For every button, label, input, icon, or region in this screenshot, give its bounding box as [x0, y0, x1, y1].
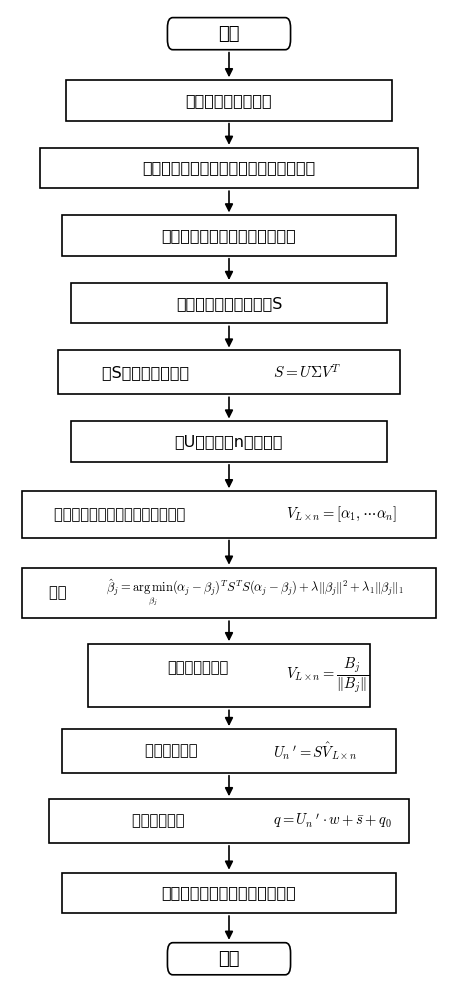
- Bar: [49, 799, 409, 843]
- Text: 获得统计模型: 获得统计模型: [132, 814, 190, 829]
- Text: 对S进行奇异值分解: 对S进行奇异值分解: [102, 365, 194, 380]
- Bar: [62, 215, 396, 256]
- Text: 构造三维历史数据矩阵S: 构造三维历史数据矩阵S: [176, 296, 282, 311]
- Text: $V_{L\times n}=\dfrac{B_j}{\|B_j\|}$: $V_{L\times n}=\dfrac{B_j}{\|B_j\|}$: [286, 656, 370, 695]
- Text: 从U中提取前n个列向量: 从U中提取前n个列向量: [175, 434, 283, 449]
- Text: 稀疏主成分为: 稀疏主成分为: [146, 743, 202, 758]
- Bar: [62, 729, 396, 773]
- Text: 提取与主成分对应的稀疏加载向量: 提取与主成分对应的稀疏加载向量: [54, 507, 190, 522]
- Bar: [22, 491, 436, 538]
- FancyBboxPatch shape: [168, 943, 290, 975]
- Bar: [22, 568, 436, 618]
- Text: 利用薄板样条模型获取三维历史形态数据: 利用薄板样条模型获取三维历史形态数据: [142, 160, 316, 175]
- Text: $V_{L\times n}=[\alpha_1, \cdots\alpha_n]$: $V_{L\times n}=[\alpha_1, \cdots\alpha_n…: [286, 505, 397, 524]
- Text: $q = U_n\,'\cdot w + \bar{s} + q_0$: $q = U_n\,'\cdot w + \bar{s} + q_0$: [273, 812, 392, 830]
- Text: $S = U\Sigma V^T$: $S = U\Sigma V^T$: [273, 363, 341, 382]
- Text: $\hat{\beta}_j = \underset{\beta_j}{\mathrm{arg\,min}}(\alpha_j-\beta_j)^T S^T S: $\hat{\beta}_j = \underset{\beta_j}{\mat…: [106, 578, 404, 608]
- Bar: [40, 148, 418, 188]
- Text: $U_n\,' = S\hat{V}_{L\times n}$: $U_n\,' = S\hat{V}_{L\times n}$: [273, 740, 357, 762]
- Text: 对历史形态数据进行均值化处理: 对历史形态数据进行均值化处理: [162, 228, 296, 243]
- FancyBboxPatch shape: [168, 18, 290, 50]
- Bar: [71, 421, 387, 462]
- Text: 开始: 开始: [218, 25, 240, 43]
- Text: 结束: 结束: [218, 950, 240, 968]
- Bar: [58, 350, 400, 394]
- Bar: [71, 283, 387, 323]
- Text: 求解: 求解: [49, 585, 71, 600]
- Bar: [66, 80, 392, 121]
- Text: 求解稀疏加载项: 求解稀疏加载项: [168, 660, 229, 675]
- Bar: [62, 873, 396, 913]
- Text: 输入立体内窥镜图像: 输入立体内窥镜图像: [185, 93, 273, 108]
- Bar: [88, 644, 370, 707]
- Text: 代入模型参数获得当前三维形态: 代入模型参数获得当前三维形态: [162, 885, 296, 900]
